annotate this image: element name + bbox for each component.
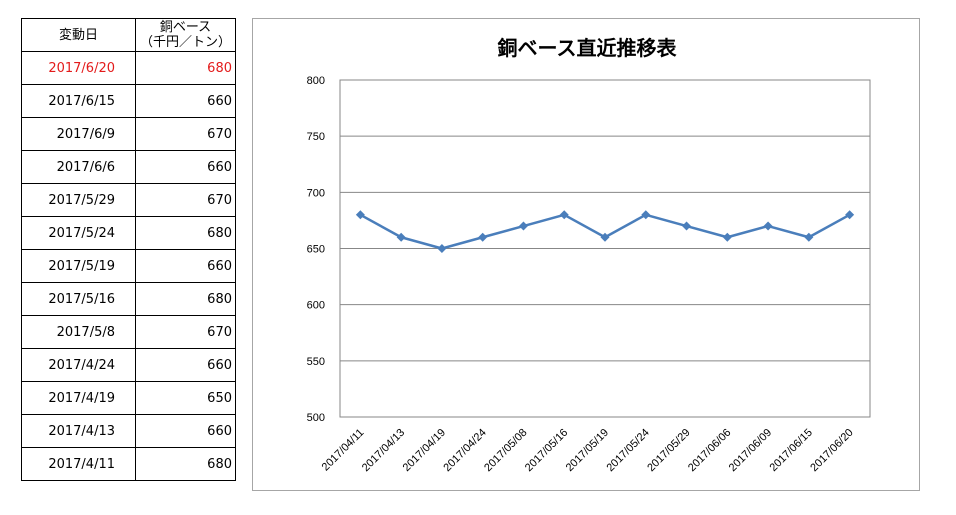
y-tick-label: 700 <box>307 187 325 199</box>
line-chart: 銅ベース直近推移表 500 550 600 650 700 750 800 2017/04/1… <box>252 18 920 491</box>
y-tick-label: 650 <box>307 244 325 256</box>
price-table: 変動日 銅ベース （千円／トン） 2017/6/20 680 2017/6/15 66… <box>21 18 236 481</box>
cell-price: 670 <box>135 315 236 349</box>
x-tick-label: 2017/05/29 <box>645 427 692 474</box>
cell-date: 2017/6/9 <box>21 117 136 151</box>
cell-price: 660 <box>135 84 236 118</box>
x-tick-label: 2017/06/06 <box>686 427 733 474</box>
x-tick-label: 2017/04/24 <box>441 427 488 474</box>
table-row: 2017/5/19 660 <box>21 249 236 283</box>
table-header-row: 変動日 銅ベース （千円／トン） <box>21 18 236 52</box>
table-row: 2017/4/24 660 <box>21 348 236 382</box>
cell-date: 2017/6/6 <box>21 150 136 184</box>
cell-date: 2017/5/29 <box>21 183 136 217</box>
table-row: 2017/5/24 680 <box>21 216 236 250</box>
x-tick-label: 2017/04/13 <box>360 427 407 474</box>
cell-date: 2017/5/24 <box>21 216 136 250</box>
x-tick-label: 2017/05/19 <box>564 427 611 474</box>
table-row: 2017/4/19 650 <box>21 381 236 415</box>
y-tick-label: 600 <box>307 300 325 312</box>
cell-date: 2017/4/19 <box>21 381 136 415</box>
data-point <box>559 210 569 220</box>
data-point <box>437 244 447 253</box>
data-point <box>355 210 365 220</box>
cell-price: 660 <box>135 348 236 382</box>
data-point <box>396 232 406 242</box>
cell-price: 660 <box>135 414 236 448</box>
x-tick-label: 2017/04/19 <box>401 427 448 474</box>
table-row: 2017/5/29 670 <box>21 183 236 217</box>
y-tick-label: 500 <box>307 412 325 424</box>
table-row: 2017/4/13 660 <box>21 414 236 448</box>
data-point <box>722 232 732 242</box>
chart-svg: 銅ベース直近推移表 500 550 600 650 700 750 800 2017/04/1… <box>307 36 871 474</box>
chart-title: 銅ベース直近推移表 <box>498 36 678 60</box>
data-point <box>763 221 773 231</box>
cell-date: 2017/6/15 <box>21 84 136 118</box>
table-row: 2017/6/6 660 <box>21 150 236 184</box>
x-tick-label: 2017/06/20 <box>808 427 855 474</box>
cell-price: 670 <box>135 183 236 217</box>
table-row: 2017/6/9 670 <box>21 117 236 151</box>
y-tick-label: 550 <box>307 356 325 368</box>
data-point <box>804 232 814 242</box>
data-point <box>641 210 651 220</box>
cell-price: 650 <box>135 381 236 415</box>
cell-price: 680 <box>135 282 236 316</box>
x-tick-label: 2017/05/16 <box>523 427 570 474</box>
header-price-line2: （千円／トン） <box>140 35 232 50</box>
table-row: 2017/5/8 670 <box>21 315 236 349</box>
data-point <box>600 232 610 242</box>
data-point <box>478 232 488 242</box>
cell-date: 2017/5/19 <box>21 249 136 283</box>
cell-price: 660 <box>135 150 236 184</box>
table-row: 2017/6/15 660 <box>21 84 236 118</box>
x-tick-label: 2017/05/24 <box>604 427 651 474</box>
y-tick-label: 800 <box>307 75 325 87</box>
header-price: 銅ベース （千円／トン） <box>135 18 236 52</box>
cell-date: 2017/4/24 <box>21 348 136 382</box>
table-row: 2017/4/11 680 <box>21 447 236 481</box>
table-body: 2017/6/20 680 2017/6/15 660 2017/6/9 670 2017/… <box>21 51 236 481</box>
cell-price: 660 <box>135 249 236 283</box>
cell-date: 2017/4/13 <box>21 414 136 448</box>
plot-area-border <box>339 79 871 418</box>
cell-price: 680 <box>135 51 236 85</box>
cell-date: 2017/5/16 <box>21 282 136 316</box>
cell-date: 2017/6/20 <box>21 51 136 85</box>
data-point <box>682 221 692 231</box>
table-row: 2017/6/20 680 <box>21 51 236 85</box>
header-date: 変動日 <box>21 18 136 52</box>
series-line <box>359 213 851 250</box>
y-tick-label: 750 <box>307 131 325 143</box>
x-tick-label: 2017/05/08 <box>482 427 529 474</box>
cell-date: 2017/4/11 <box>21 447 136 481</box>
cell-price: 680 <box>135 447 236 481</box>
data-point <box>518 221 528 231</box>
x-tick-label: 2017/06/15 <box>768 427 815 474</box>
cell-date: 2017/5/8 <box>21 315 136 349</box>
header-price-line1: 銅ベース <box>159 20 212 35</box>
x-tick-label: 2017/06/09 <box>727 427 774 474</box>
cell-price: 680 <box>135 216 236 250</box>
cell-price: 670 <box>135 117 236 151</box>
table-row: 2017/5/16 680 <box>21 282 236 316</box>
data-point <box>845 210 855 220</box>
